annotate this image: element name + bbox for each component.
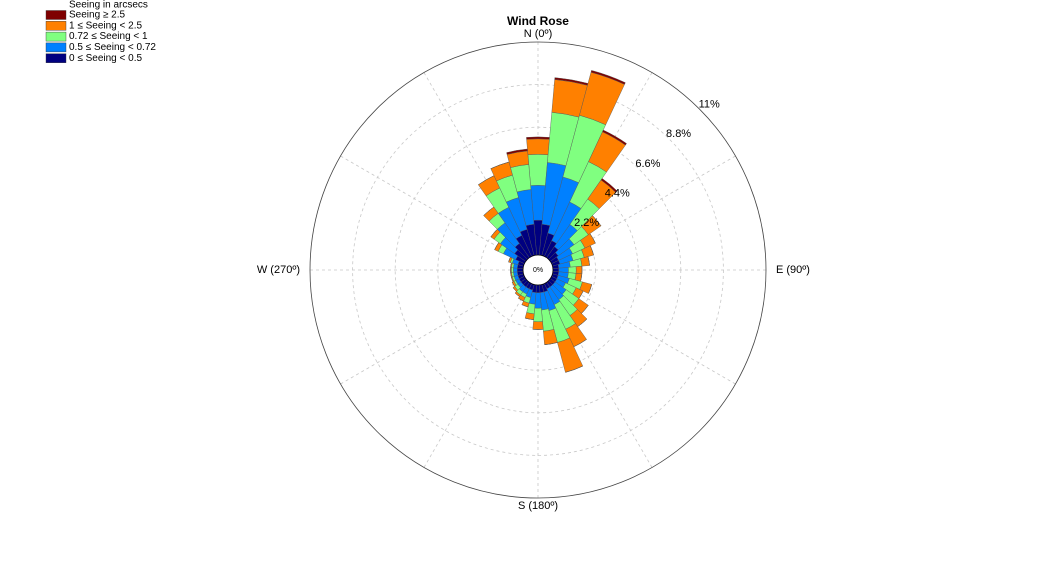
rose-segment	[514, 292, 520, 297]
rose-segment	[525, 317, 534, 320]
r-tick-label: 4.4%	[605, 187, 630, 199]
legend-label: 1 ≤ Seeing < 2.5	[69, 20, 142, 31]
rose-segment	[602, 129, 627, 146]
legend-label: 0 ≤ Seeing < 0.5	[69, 53, 142, 64]
grid-ring	[394, 126, 682, 414]
r-tick-label: 6.6%	[635, 158, 660, 170]
rose-segment	[532, 321, 544, 330]
rose-segment	[526, 136, 550, 140]
legend-label: 0.5 ≤ Seeing < 0.72	[69, 42, 156, 53]
rose-segment	[506, 148, 528, 155]
rose-segment	[511, 281, 515, 287]
legend-swatch	[45, 31, 67, 42]
angle-label: N (0º)	[524, 28, 552, 40]
rose-segment	[513, 267, 518, 273]
rose-segment	[587, 256, 590, 266]
rose-segment	[590, 70, 626, 85]
rose-segment	[511, 267, 514, 273]
rose-segment	[590, 245, 594, 256]
rose-segment	[568, 266, 577, 274]
outer-ring	[309, 41, 767, 499]
r-tick-label: 11%	[699, 99, 720, 111]
rose-segment	[588, 284, 592, 294]
grid-ring	[437, 169, 639, 371]
angle-grid-line	[423, 282, 531, 468]
rose-segment	[533, 307, 543, 322]
legend-swatch	[45, 21, 67, 31]
rose-segment	[575, 265, 583, 275]
chart-title: Wind Rose	[507, 14, 569, 28]
legend-swatch	[45, 53, 67, 63]
legend-swatch	[45, 42, 67, 53]
angle-label: W (270º)	[257, 264, 300, 276]
rose-segment	[592, 215, 602, 226]
center-hole	[522, 254, 554, 286]
angle-label: E (90º)	[776, 264, 810, 276]
rose-segment	[518, 297, 524, 302]
grid-ring	[352, 84, 724, 456]
r-tick-label: 2.2%	[574, 217, 599, 229]
rose-segment	[600, 178, 618, 193]
rose-segment	[526, 138, 550, 155]
angle-label: S (180º)	[518, 500, 558, 512]
rose-segment	[589, 233, 596, 244]
rose-segment	[527, 154, 549, 186]
r-tick-label: 0%	[533, 267, 543, 274]
legend-title: Seeing in arcsecs	[69, 0, 148, 11]
legend-label: Seeing ≥ 2.5	[69, 10, 126, 21]
legend-swatch	[45, 10, 67, 20]
rose-segment	[521, 304, 529, 308]
angle-grid-line	[340, 277, 526, 385]
r-tick-label: 8.8%	[666, 128, 691, 140]
legend-label: 0.72 ≤ Seeing < 1	[69, 31, 148, 42]
